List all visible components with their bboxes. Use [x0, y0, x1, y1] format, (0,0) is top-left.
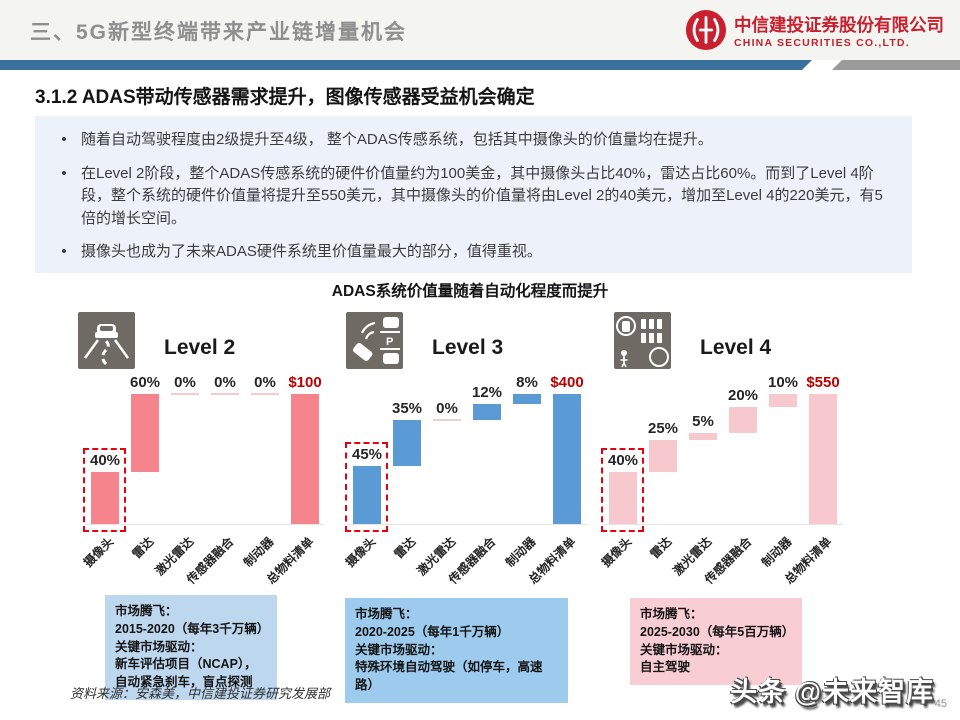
chapter-title: 三、5G新型终端带来产业链增量机会 [30, 21, 408, 44]
bar-value-label: 60% [129, 374, 161, 391]
market-info-box-level3: 市场腾飞： 2020-2025（每年1千万辆） 关键市场驱动： 特殊环境自动驾驶（如停… [345, 598, 568, 703]
waterfall-bar [473, 404, 501, 420]
waterfall-bar [433, 419, 461, 421]
waterfall-bar [649, 439, 677, 472]
company-name: 中信建投证券股份有限公司 CHINA SECURITIES CO.,LTD. [734, 12, 944, 49]
svg-text:P: P [386, 336, 393, 348]
total-bar [809, 394, 837, 524]
level-label: Level 4 [700, 336, 772, 359]
bullet-item: • 摄像头也成为了未来ADAS硬件系统里价值量最大的部分，值得重视。 [47, 241, 888, 264]
waterfall-bar [171, 393, 199, 395]
company-logo: 中信建投证券股份有限公司 CHINA SECURITIES CO.,LTD. [685, 9, 944, 51]
bar-value-label: 0% [436, 400, 458, 417]
bullet-text: 摄像头也成为了未来ADAS硬件系统里价值量最大的部分，值得重视。 [81, 243, 542, 260]
waterfall-bar [729, 407, 757, 433]
market-info-box-level2: 市场腾飞： 2015-2020（每年3千万辆） 关键市场驱动： 新车评估项目（NCAP… [105, 595, 277, 700]
slide-header: 三、5G新型终端带来产业链增量机会 中信建投证券股份有限公司 CHINA SEC… [0, 0, 960, 60]
company-name-cn: 中信建投证券股份有限公司 [734, 14, 944, 35]
company-name-en: CHINA SECURITIES CO.,LTD. [734, 36, 910, 49]
bar-value-label: 35% [391, 400, 423, 417]
bar-value-label: $100 [288, 374, 322, 391]
level-label: Level 3 [432, 336, 504, 359]
bar-value-label: 40% [607, 452, 639, 469]
info-line: 特殊环境自动驾驶（如停车，高速路） [355, 660, 543, 692]
bar-value-label: 0% [214, 374, 236, 391]
bullet-text: 随着自动驾驶程度由2级提升至4级， 整个ADAS传感系统，包括其中摄像头的价值量… [81, 131, 713, 148]
bar-value-label: $400 [550, 374, 584, 391]
auto-parking-icon: P [346, 312, 403, 369]
bullet-item: • 随着自动驾驶程度由2级提升至4级， 整个ADAS传感系统，包括其中摄像头的价值… [47, 129, 888, 152]
bar-value-label: 5% [692, 413, 714, 430]
waterfall-bar [513, 394, 541, 405]
camera-highlight-box [345, 441, 388, 532]
waterfall-bar [769, 394, 797, 407]
info-line: 自主驾驶 [640, 660, 691, 675]
intersection-icon [614, 312, 671, 369]
bar-value-label: 45% [351, 445, 383, 463]
bullet-marker: • [61, 243, 67, 260]
level-label: Level 2 [164, 336, 236, 359]
info-line: 关键市场驱动： [640, 642, 728, 657]
source-note: 资料来源：安森美，中信建投证券研究发展部 [70, 686, 331, 701]
chart-title: ADAS系统价值量随着自动化程度而提升 [331, 283, 609, 300]
waterfall-bar [131, 394, 159, 472]
decor-bar-blue [0, 60, 812, 70]
total-bar [291, 394, 319, 524]
watermark: 头条 @未来智库 [730, 677, 934, 707]
info-line: 2025-2030（每年5百万辆） [640, 624, 795, 639]
info-line: 自动紧急刹车，盲点探测 [115, 675, 253, 689]
company-logo-icon [685, 9, 727, 51]
bullet-marker: • [61, 131, 67, 148]
bar-value-label: 20% [727, 387, 759, 404]
waterfall-bar [211, 393, 239, 395]
bar-value-label: 40% [89, 452, 121, 469]
camera-highlight-box [601, 448, 644, 532]
slide-title: 3.1.2 ADAS带动传感器需求提升，图像传感器受益机会确定 [35, 82, 535, 119]
bar-value-label: 12% [471, 384, 503, 402]
decor-bar-gray [832, 60, 960, 70]
waterfall-plot: 45% 摄像头 35% 雷达 0% 激光雷达 12% 传感器融合 8% 制动器 $400 总物料清单 [343, 374, 587, 587]
waterfall-plot: 40% 摄像头 25% 雷达 5% 激光雷达 20% 传感器融合 10% 制动器 $550 总物料清单 [599, 374, 843, 587]
waterfall-bar [353, 465, 381, 524]
bar-value-label: 8% [516, 374, 538, 391]
bullet-list: • 随着自动驾驶程度由2级提升至4级， 整个ADAS传感系统，包括其中摄像头的价值… [35, 116, 912, 273]
waterfall-chart-level4: Level 4 40% 摄像头 25% 雷达 5% 激光雷达 20% 传感器融合 10% 制动器 $… [599, 310, 869, 595]
info-line: 2015-2020（每年3千万辆） [115, 621, 270, 636]
bar-value-label: 25% [647, 419, 679, 437]
waterfall-chart-level2: Level 2 40% 摄像头 60% 雷达 0% 激光雷达 0% 传感器融合 0% 制动器 $10… [65, 310, 333, 595]
total-bar [553, 394, 581, 524]
info-line: 关键市场驱动： [355, 642, 443, 657]
waterfall-bar [393, 420, 421, 466]
info-line: 2020-2025（每年1千万辆） [355, 624, 510, 639]
camera-highlight-box [83, 448, 126, 532]
info-line: 市场腾飞： [355, 607, 418, 621]
waterfall-bar [91, 472, 119, 524]
bullet-text: 在Level 2阶段，整个ADAS传感系统的硬件价值量约为100美金，其中摄像头… [81, 164, 883, 227]
bar-value-label: 0% [174, 374, 196, 391]
page-number: 45 [934, 698, 947, 710]
waterfall-bar [689, 433, 717, 440]
bar-value-label: 0% [254, 374, 276, 391]
waterfall-bar [251, 393, 279, 395]
bullet-marker: • [61, 164, 67, 182]
info-line: 市场腾飞： [115, 604, 178, 618]
bar-value-label: 10% [767, 374, 799, 391]
info-line: 市场腾飞： [640, 607, 703, 621]
market-info-box-level4: 市场腾飞： 2025-2030（每年5百万辆） 关键市场驱动： 自主驾驶 [630, 598, 802, 685]
lane-assist-icon [78, 312, 135, 369]
waterfall-chart-level3: P Level 3 45% 摄像头 35% 雷达 0% 激光雷达 12% 传感器融合 8% 制动器… [333, 310, 601, 595]
waterfall-plot: 40% 摄像头 60% 雷达 0% 激光雷达 0% 传感器融合 0% 制动器 $100 总物料清单 [81, 374, 325, 587]
bar-value-label: $550 [806, 374, 840, 391]
bullet-item: • 在Level 2阶段，整个ADAS传感系统的硬件价值量约为100美金，其中摄像… [47, 163, 888, 231]
info-line: 新车评估项目（NCAP）， [115, 657, 257, 672]
info-line: 关键市场驱动： [115, 639, 203, 654]
waterfall-bar [609, 472, 637, 524]
